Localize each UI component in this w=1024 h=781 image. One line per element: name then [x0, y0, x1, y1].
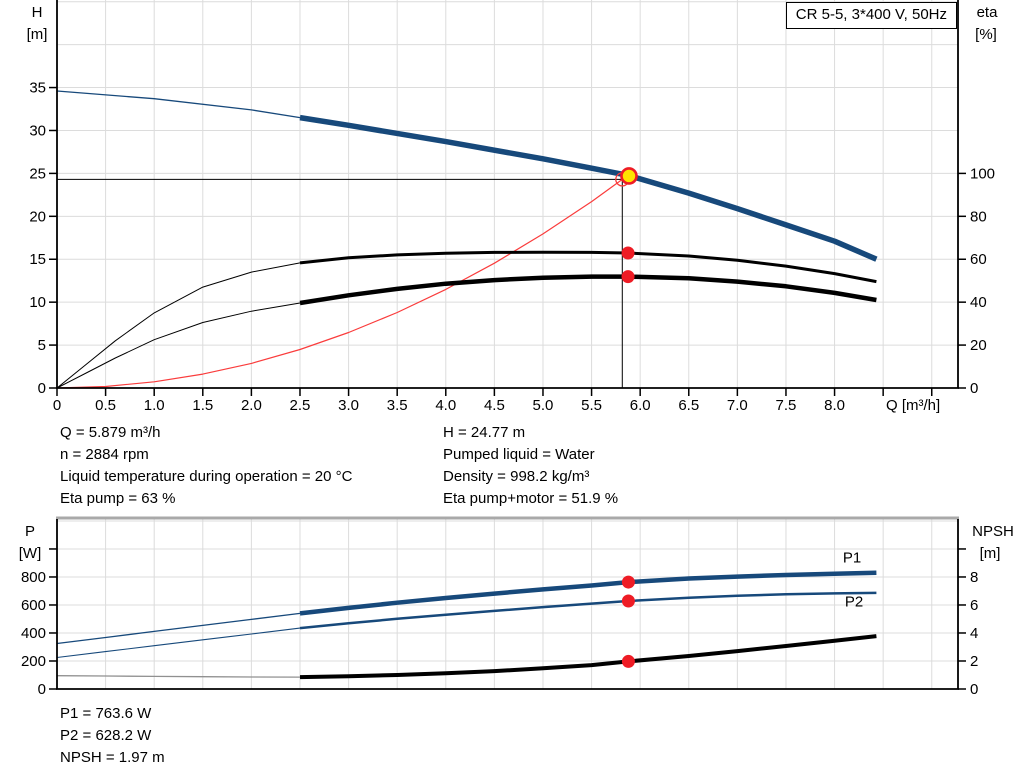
p2-curve-thick: [299, 591, 877, 630]
series-label-p2: P2: [845, 594, 863, 611]
info-line: Q = 5.879 m³/h: [60, 424, 161, 441]
x-tick-label: 2.5: [290, 397, 311, 414]
curve-title: CR 5-5, 3*400 V, 50Hz: [795, 6, 947, 23]
pump-curve-qh-thin: [56, 90, 301, 119]
y-tick-label-right: 40: [970, 294, 987, 311]
x-tick-label: 3.0: [338, 397, 359, 414]
duty-point-marker: [620, 167, 638, 185]
p1-curve-thick: [299, 570, 877, 616]
npsh-curve-thick: [299, 634, 877, 680]
y-tick-label-left: 30: [29, 122, 46, 139]
duty-point-dot: [621, 654, 635, 668]
y-tick-label-left: 200: [21, 653, 46, 670]
y-tick-label-right: 8: [970, 569, 978, 586]
y-tick-label-left: 0: [38, 380, 46, 397]
x-tick-label: 7.0: [727, 397, 748, 414]
x-tick-label: 4.5: [484, 397, 505, 414]
y-tick-label-right: 0: [970, 380, 978, 397]
info-line: NPSH = 1.97 m: [60, 749, 165, 766]
info-line: Eta pump = 63 %: [60, 490, 176, 507]
x-tick-label: 1.5: [192, 397, 213, 414]
info-line: Density = 998.2 kg/m³: [443, 468, 590, 485]
y-tick-label-right: 2: [970, 653, 978, 670]
y-tick-label-right: 100: [970, 165, 995, 182]
info-line: P1 = 763.6 W: [60, 705, 152, 722]
duty-point-dot: [621, 246, 635, 260]
eta-pump-curve-thin: [56, 262, 301, 389]
x-tick-label: 6.0: [630, 397, 651, 414]
x-tick-label: 2.0: [241, 397, 262, 414]
y-tick-label-left: 20: [29, 208, 46, 225]
x-tick-label: 7.5: [776, 397, 797, 414]
eta-pump-curve-thick: [299, 250, 877, 284]
y-tick-label-left: 35: [29, 80, 46, 97]
y-tick-label-right: 6: [970, 597, 978, 614]
info-line: Pumped liquid = Water: [443, 446, 595, 463]
y-axis-title-left: H: [32, 4, 43, 21]
y-tick-label-left: 600: [21, 597, 46, 614]
duty-point-dot: [621, 575, 635, 589]
y-tick-label-left: 25: [29, 165, 46, 182]
y-tick-label-right: 60: [970, 251, 987, 268]
x-tick-label: 0.5: [95, 397, 116, 414]
info-line: n = 2884 rpm: [60, 446, 149, 463]
y-tick-label-left: 0: [38, 681, 46, 698]
npsh-curve-thin: [56, 675, 301, 678]
y-tick-label-left: 800: [21, 569, 46, 586]
x-axis-title: Q [m³/h]: [886, 397, 940, 414]
duty-point-dot: [621, 594, 635, 608]
eta-pump-motor-curve-thick: [299, 274, 877, 306]
power-info: P1 = 763.6 W P2 = 628.2 W NPSH = 1.97 m: [60, 703, 165, 769]
p2-curve-thin: [56, 627, 301, 659]
y-tick-label-left: 400: [21, 625, 46, 642]
duty-info-right: H = 24.77 m Pumped liquid = Water Density …: [443, 422, 618, 510]
info-line: P2 = 628.2 W: [60, 727, 152, 744]
y-tick-label-right: 20: [970, 337, 987, 354]
info-line: Liquid temperature during operation = 20…: [60, 468, 353, 485]
y-tick-label-left: 15: [29, 251, 46, 268]
x-tick-label: 0: [53, 397, 61, 414]
x-tick-label: 8.0: [824, 397, 845, 414]
y-tick-label-left: 10: [29, 294, 46, 311]
x-tick-label: 6.5: [678, 397, 699, 414]
y-axis-title-right: [m]: [980, 545, 1001, 562]
pump-curve-qh-thick: [299, 114, 878, 262]
x-tick-label: 3.5: [387, 397, 408, 414]
duty-info-left: Q = 5.879 m³/h n = 2884 rpm Liquid tempera…: [60, 422, 352, 510]
y-axis-title-left: [m]: [27, 26, 48, 43]
y-tick-label-right: 80: [970, 208, 987, 225]
x-tick-label: 5.5: [581, 397, 602, 414]
y-tick-label-right: 0: [970, 681, 978, 698]
series-label-p1: P1: [843, 549, 861, 566]
y-axis-title-right: NPSH: [972, 523, 1014, 540]
x-tick-label: 4.0: [435, 397, 456, 414]
x-tick-label: 5.0: [533, 397, 554, 414]
y-axis-title-right: eta: [977, 4, 999, 21]
y-axis-title-left: P: [25, 523, 35, 540]
curve-title-box: CR 5-5, 3*400 V, 50Hz: [785, 2, 957, 29]
info-line: H = 24.77 m: [443, 424, 526, 441]
y-tick-label-right: 4: [970, 625, 978, 642]
p1-curve-thin: [56, 612, 301, 645]
info-line: Eta pump+motor = 51.9 %: [443, 490, 619, 507]
x-tick-label: 1.0: [144, 397, 165, 414]
eta-pump-motor-curve-thin: [56, 302, 301, 389]
system-curve: [56, 178, 623, 389]
y-tick-label-left: 5: [38, 337, 46, 354]
y-axis-title-left: [W]: [19, 545, 42, 562]
y-axis-title-right: [%]: [975, 26, 997, 43]
duty-point-dot: [621, 270, 635, 284]
